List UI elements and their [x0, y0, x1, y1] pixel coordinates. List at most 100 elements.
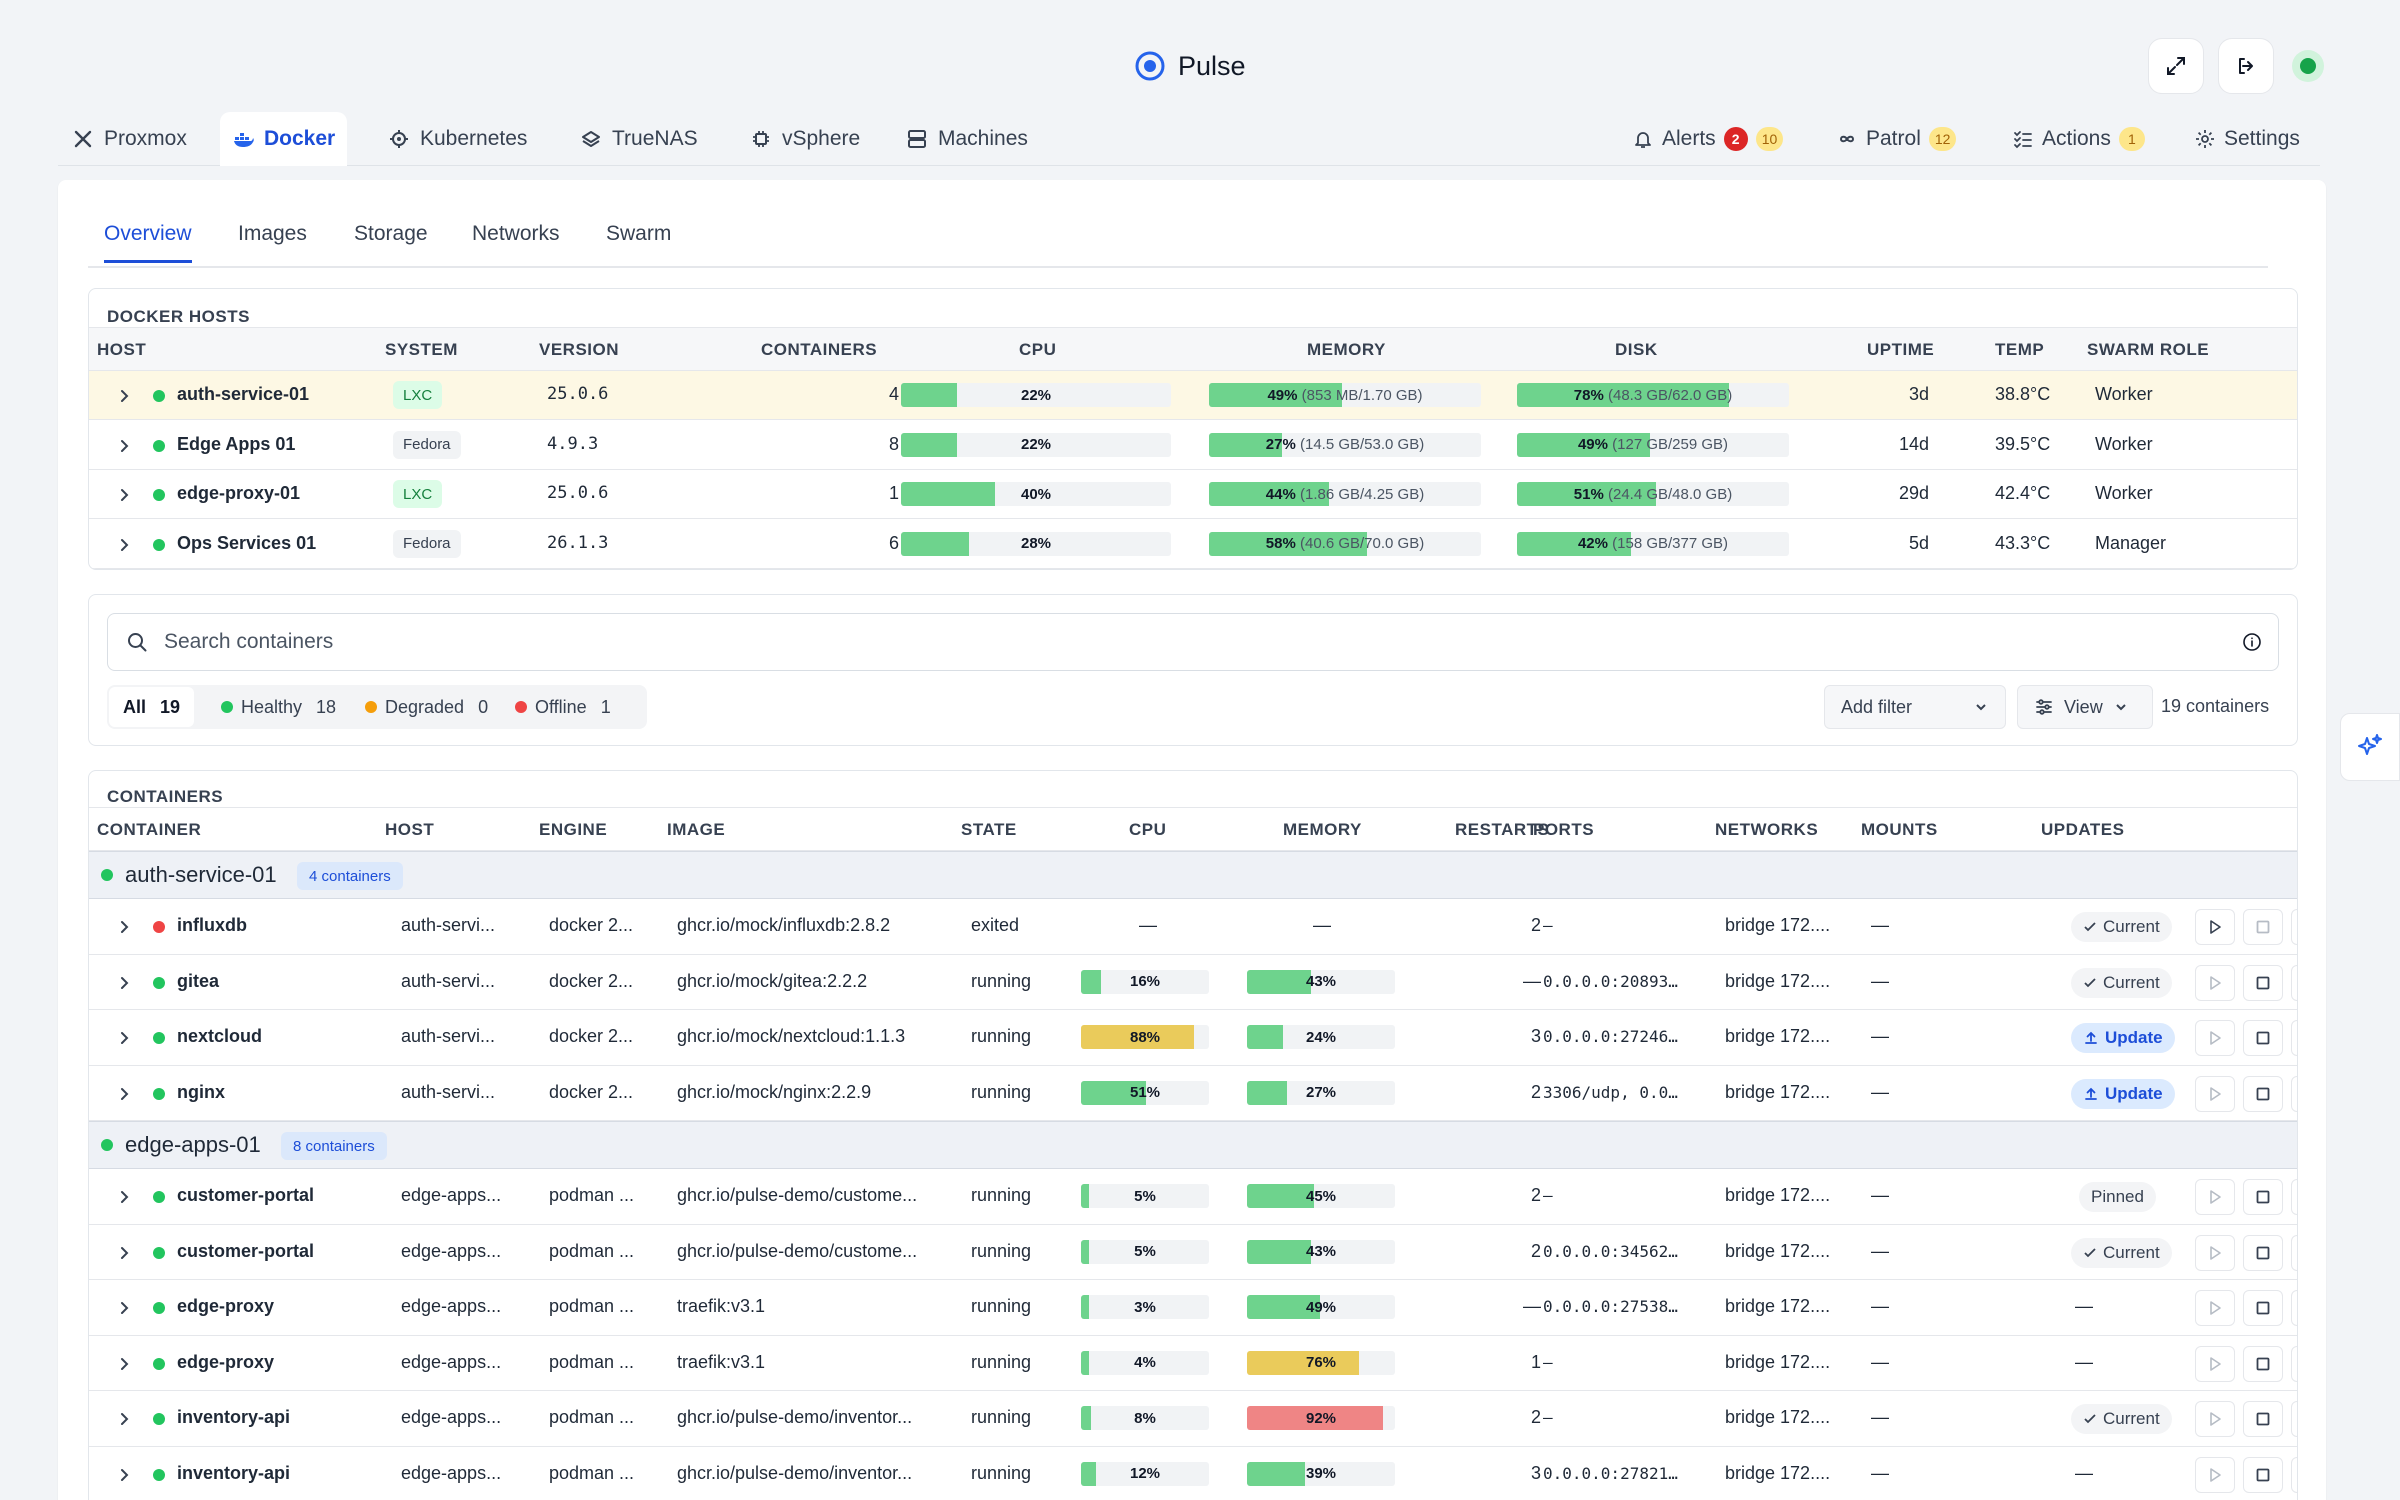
host-row[interactable]: Ops Services 01 Fedora 26.1.3 6 28% 58% (40.6… [89, 520, 2297, 569]
cpu-value: 8% [1134, 1409, 1156, 1427]
tab-machines[interactable]: Machines [894, 112, 1040, 166]
chevron-right-icon[interactable] [117, 1031, 131, 1045]
memory-bar-fill [1247, 1295, 1320, 1319]
cpu-bar: 3% [1081, 1295, 1209, 1319]
chevron-right-icon[interactable] [117, 1190, 131, 1204]
search-box [107, 613, 2279, 671]
chevron-right-icon[interactable] [117, 1357, 131, 1371]
ai-assistant-button[interactable] [2340, 713, 2400, 781]
container-row[interactable]: inventory-api edge-apps... podman ... ghcr.… [89, 1447, 2297, 1500]
stop-button[interactable] [2243, 964, 2283, 1001]
container-row[interactable]: customer-portal edge-apps... podman ... ghc… [89, 1225, 2297, 1280]
container-row[interactable]: customer-portal edge-apps... podman ... ghc… [89, 1169, 2297, 1225]
stop-button[interactable] [2243, 1401, 2283, 1437]
play-icon [2205, 1028, 2225, 1048]
start-button[interactable] [2195, 1234, 2235, 1271]
chevron-right-icon[interactable] [117, 389, 131, 403]
update-badge[interactable]: Update [2071, 1078, 2175, 1109]
restart-button[interactable] [2291, 1345, 2297, 1382]
stop-button[interactable] [2243, 1075, 2283, 1112]
segment-label: Offline [535, 696, 587, 717]
stop-button[interactable] [2243, 1020, 2283, 1056]
tab-settings[interactable]: Settings [2182, 112, 2312, 166]
restart-button[interactable] [2291, 1179, 2297, 1215]
container-image: ghcr.io/mock/gitea:2.2.2 [677, 970, 868, 991]
restart-button[interactable] [2291, 1290, 2297, 1326]
stop-button[interactable] [2243, 1290, 2283, 1326]
restart-button[interactable] [2291, 1456, 2297, 1493]
host-row[interactable]: edge-proxy-01 LXC 25.0.6 1 40% 44% (1.86 GB/4… [89, 470, 2297, 519]
status-filter-degraded[interactable]: Degraded 0 [351, 685, 502, 729]
tab-docker[interactable]: Docker [220, 112, 348, 166]
stop-button[interactable] [2243, 909, 2283, 945]
start-button[interactable] [2195, 1456, 2235, 1493]
logout-button[interactable] [2218, 38, 2274, 94]
subtab-networks[interactable]: Networks [472, 222, 560, 245]
search-input[interactable] [164, 630, 2064, 654]
host-group-header[interactable]: edge-apps-01 8 containers [89, 1121, 2297, 1169]
start-button[interactable] [2195, 964, 2235, 1001]
stop-button[interactable] [2243, 1456, 2283, 1493]
tab-kubernetes[interactable]: Kubernetes [376, 112, 539, 166]
chevron-right-icon[interactable] [117, 1468, 131, 1482]
chevron-right-icon[interactable] [117, 1301, 131, 1315]
container-row[interactable]: nginx auth-servi... docker 2... ghcr.io/moc… [89, 1066, 2297, 1121]
start-button[interactable] [2195, 909, 2235, 945]
stop-button[interactable] [2243, 1179, 2283, 1215]
chevron-right-icon[interactable] [117, 976, 131, 990]
start-button[interactable] [2195, 1020, 2235, 1056]
chevron-right-icon[interactable] [117, 1246, 131, 1260]
restart-button[interactable] [2291, 1234, 2297, 1271]
add-filter-dropdown[interactable]: Add filter [1824, 685, 2006, 729]
cpu-bar-fill [901, 432, 957, 457]
memory-bar-label: 49% (853 MB/1.70 GB) [1209, 383, 1481, 407]
container-row[interactable]: edge-proxy edge-apps... podman ... traefik:… [89, 1280, 2297, 1336]
start-button[interactable] [2195, 1290, 2235, 1326]
chevron-right-icon[interactable] [117, 538, 131, 552]
chevron-right-icon[interactable] [117, 1412, 131, 1426]
container-row[interactable]: gitea auth-servi... docker 2... ghcr.io/moc… [89, 955, 2297, 1010]
status-dot [153, 1246, 165, 1259]
start-button[interactable] [2195, 1345, 2235, 1382]
subtab-storage[interactable]: Storage [354, 222, 428, 245]
update-badge[interactable]: Update [2071, 1023, 2175, 1053]
chevron-right-icon[interactable] [117, 1087, 131, 1101]
info-icon[interactable] [2242, 632, 2262, 652]
fullscreen-button[interactable] [2148, 38, 2204, 94]
chevron-right-icon[interactable] [117, 920, 131, 934]
host-group-header[interactable]: auth-service-01 4 containers [89, 851, 2297, 899]
tab-truenas[interactable]: TrueNAS [568, 112, 710, 166]
restart-button[interactable] [2291, 1401, 2297, 1437]
stop-button[interactable] [2243, 1345, 2283, 1382]
container-row[interactable]: edge-proxy edge-apps... podman ... traefik:… [89, 1336, 2297, 1391]
restart-button[interactable] [2291, 1075, 2297, 1112]
restart-button[interactable] [2291, 909, 2297, 945]
host-row[interactable]: auth-service-01 LXC 25.0.6 4 22% 49% (853 MB/… [89, 371, 2297, 420]
group-container-count: 4 containers [297, 862, 403, 890]
view-dropdown[interactable]: View [2017, 685, 2153, 729]
container-host: edge-apps... [401, 1462, 502, 1483]
start-button[interactable] [2195, 1179, 2235, 1215]
chevron-right-icon[interactable] [117, 439, 131, 453]
tab-actions[interactable]: Actions 1 [2000, 112, 2157, 166]
container-row[interactable]: nextcloud auth-servi... docker 2... ghcr.io… [89, 1010, 2297, 1066]
tab-vsphere[interactable]: vSphere [738, 112, 872, 166]
subtab-images[interactable]: Images [238, 222, 307, 245]
status-filter-offline[interactable]: Offline 1 [501, 685, 625, 729]
start-button[interactable] [2195, 1075, 2235, 1112]
status-filter-all[interactable]: All 19 [109, 687, 195, 727]
container-row[interactable]: inventory-api edge-apps... podman ... ghcr.… [89, 1391, 2297, 1447]
chevron-right-icon[interactable] [117, 488, 131, 502]
tab-proxmox[interactable]: Proxmox [60, 112, 199, 166]
restart-button[interactable] [2291, 1020, 2297, 1056]
restart-button[interactable] [2291, 964, 2297, 1001]
status-filter-healthy[interactable]: Healthy 18 [207, 685, 350, 729]
stop-button[interactable] [2243, 1234, 2283, 1271]
tab-patrol[interactable]: Patrol 12 [1824, 112, 1968, 166]
container-row[interactable]: influxdb auth-servi... docker 2... ghcr.io/… [89, 899, 2297, 955]
subtab-overview[interactable]: Overview [104, 222, 192, 263]
tab-alerts[interactable]: Alerts 2 10 [1620, 112, 1795, 166]
subtab-swarm[interactable]: Swarm [606, 222, 672, 245]
host-row[interactable]: Edge Apps 01 Fedora 4.9.3 8 22% 27% (14.5 GB/… [89, 421, 2297, 470]
start-button[interactable] [2195, 1401, 2235, 1437]
